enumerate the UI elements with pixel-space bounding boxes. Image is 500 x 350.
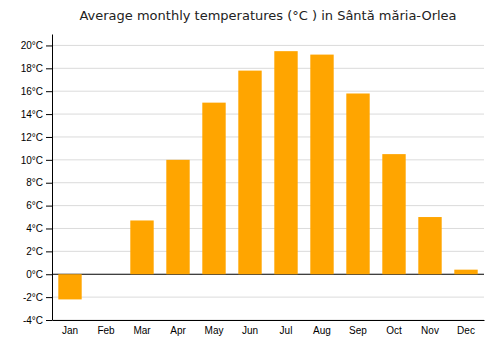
bar (238, 71, 261, 275)
x-tick: Apr (170, 325, 186, 336)
y-tick-mark (46, 206, 52, 207)
y-tick-mark (46, 160, 52, 161)
x-tick: Oct (386, 325, 402, 336)
grid-line (52, 68, 484, 69)
bar (130, 220, 153, 274)
y-tick: 14°C (21, 109, 52, 120)
y-tick-label: 16°C (21, 86, 43, 97)
y-tick-mark (46, 274, 52, 275)
y-tick-label: 20°C (21, 40, 43, 51)
x-tick-label: Apr (170, 325, 186, 336)
y-tick-label: 12°C (21, 132, 43, 143)
bar (274, 51, 297, 274)
title: Average monthly temperatures (°C ) in Sâ… (79, 8, 456, 23)
y-tick-mark (46, 297, 52, 298)
grid-line (52, 159, 484, 160)
chart: -4°C -2°C 0°C 2°C 4°C 6°C 8°C 10°C 12°C 14°C 16°C 1… (0, 0, 500, 350)
x-tick: Nov (421, 325, 439, 336)
grid-line (52, 297, 484, 298)
y-tick: -2°C (23, 292, 52, 303)
bar (310, 55, 333, 275)
grid-line (52, 320, 484, 321)
x-tick: Sep (349, 325, 367, 336)
grid-line (52, 91, 484, 92)
y-tick-label: 6°C (26, 200, 43, 211)
x-tick: Aug (313, 325, 331, 336)
x-tick-label: May (205, 325, 224, 336)
grid-line (52, 136, 484, 137)
x-tick-label: Oct (386, 325, 402, 336)
y-tick: 0°C (26, 269, 52, 280)
x-tick-label: Mar (133, 325, 151, 336)
x-tick: May (205, 325, 224, 336)
x-tick: Dec (457, 325, 475, 336)
bar (454, 270, 477, 275)
y-tick-label: 18°C (21, 63, 43, 74)
bar (202, 103, 225, 275)
y-axis: -4°C -2°C 0°C 2°C 4°C 6°C 8°C 10°C 12°C 14°C 16°C 1… (21, 35, 53, 326)
y-tick-label: -2°C (23, 292, 43, 303)
y-tick-mark (46, 91, 52, 92)
y-tick-label: 0°C (26, 269, 43, 280)
y-tick: 10°C (21, 155, 52, 166)
y-tick-label: 8°C (26, 177, 43, 188)
bar (58, 274, 81, 299)
y-tick: 4°C (26, 223, 52, 234)
y-tick-label: 2°C (26, 246, 43, 257)
y-tick-mark (46, 228, 52, 229)
grid (52, 45, 484, 320)
x-tick-label: Jul (280, 325, 293, 336)
y-tick-label: 4°C (26, 223, 43, 234)
x-tick-label: Feb (97, 325, 115, 336)
x-tick-label: Jan (62, 325, 78, 336)
x-tick-label: Sep (349, 325, 367, 336)
x-axis-line (53, 320, 485, 321)
bar (94, 274, 117, 275)
x-tick: Jul (280, 325, 293, 336)
grid-line (52, 45, 484, 46)
y-tick-label: 10°C (21, 155, 43, 166)
y-tick-mark (46, 137, 52, 138)
x-tick-label: Dec (457, 325, 475, 336)
x-tick: Mar (133, 325, 151, 336)
y-tick-label: 14°C (21, 109, 43, 120)
grid-line (52, 182, 484, 183)
x-tick-label: Aug (313, 325, 331, 336)
y-tick: 2°C (26, 246, 52, 257)
y-tick: 8°C (26, 177, 52, 188)
x-tick: Feb (97, 325, 115, 336)
grid-line (52, 205, 484, 206)
y-tick-mark (46, 114, 52, 115)
bars (58, 51, 477, 299)
bar (346, 93, 369, 274)
y-tick-mark (46, 45, 52, 46)
y-tick-label: -4°C (23, 315, 43, 326)
y-tick-mark (46, 251, 52, 252)
y-tick: 12°C (21, 132, 52, 143)
y-tick: 16°C (21, 86, 52, 97)
bar (166, 160, 189, 274)
x-axis: Jan Feb Mar Apr May Jun Jul Aug Sep Oct Nov Dec (53, 321, 485, 337)
y-tick: 20°C (21, 40, 52, 51)
y-tick-mark (46, 183, 52, 184)
y-tick: 18°C (21, 63, 52, 74)
x-tick-label: Jun (242, 325, 258, 336)
y-tick: -4°C (23, 315, 52, 326)
x-tick: Jan (62, 325, 78, 336)
y-tick: 6°C (26, 200, 52, 211)
y-axis-line (52, 35, 53, 321)
y-tick-mark (46, 68, 52, 69)
y-tick-mark (46, 320, 52, 321)
x-tick: Jun (242, 325, 258, 336)
bar (382, 154, 405, 274)
grid-line (52, 114, 484, 115)
x-tick-label: Nov (421, 325, 439, 336)
bar (418, 217, 441, 274)
